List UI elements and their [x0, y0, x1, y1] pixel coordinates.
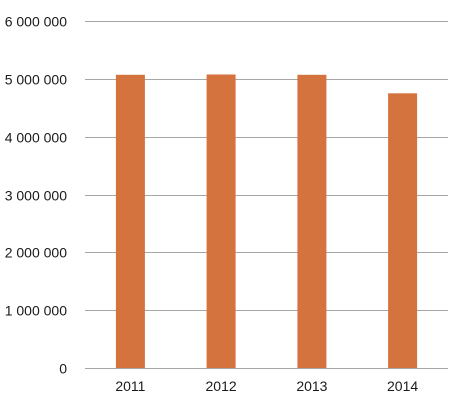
bar-2013	[297, 74, 327, 369]
y-tick-label: 1 000 000	[5, 303, 67, 319]
x-tick-label: 2013	[296, 378, 327, 394]
y-tick-label: 6 000 000	[5, 14, 67, 30]
y-tick-label: 4 000 000	[5, 130, 67, 146]
y-tick-label: 5 000 000	[5, 72, 67, 88]
bar-2014	[388, 93, 418, 369]
y-tick-label: 2 000 000	[5, 245, 67, 261]
bar-2011	[115, 74, 145, 369]
bar-2012	[206, 74, 236, 368]
x-tick-label: 2012	[206, 378, 237, 394]
x-tick-label: 2011	[115, 378, 145, 394]
y-axis-tick-labels: 0 1 000 000 2 000 000 3 000 000 4 000 000 5 0…	[5, 14, 68, 377]
x-axis-tick-labels: 2011 2012 2013 2014	[115, 378, 418, 394]
y-tick-label: 0	[59, 361, 67, 377]
y-tick-label: 3 000 000	[5, 188, 67, 204]
gridlines	[85, 21, 448, 311]
bars	[115, 74, 418, 369]
x-tick-label: 2014	[387, 378, 418, 394]
